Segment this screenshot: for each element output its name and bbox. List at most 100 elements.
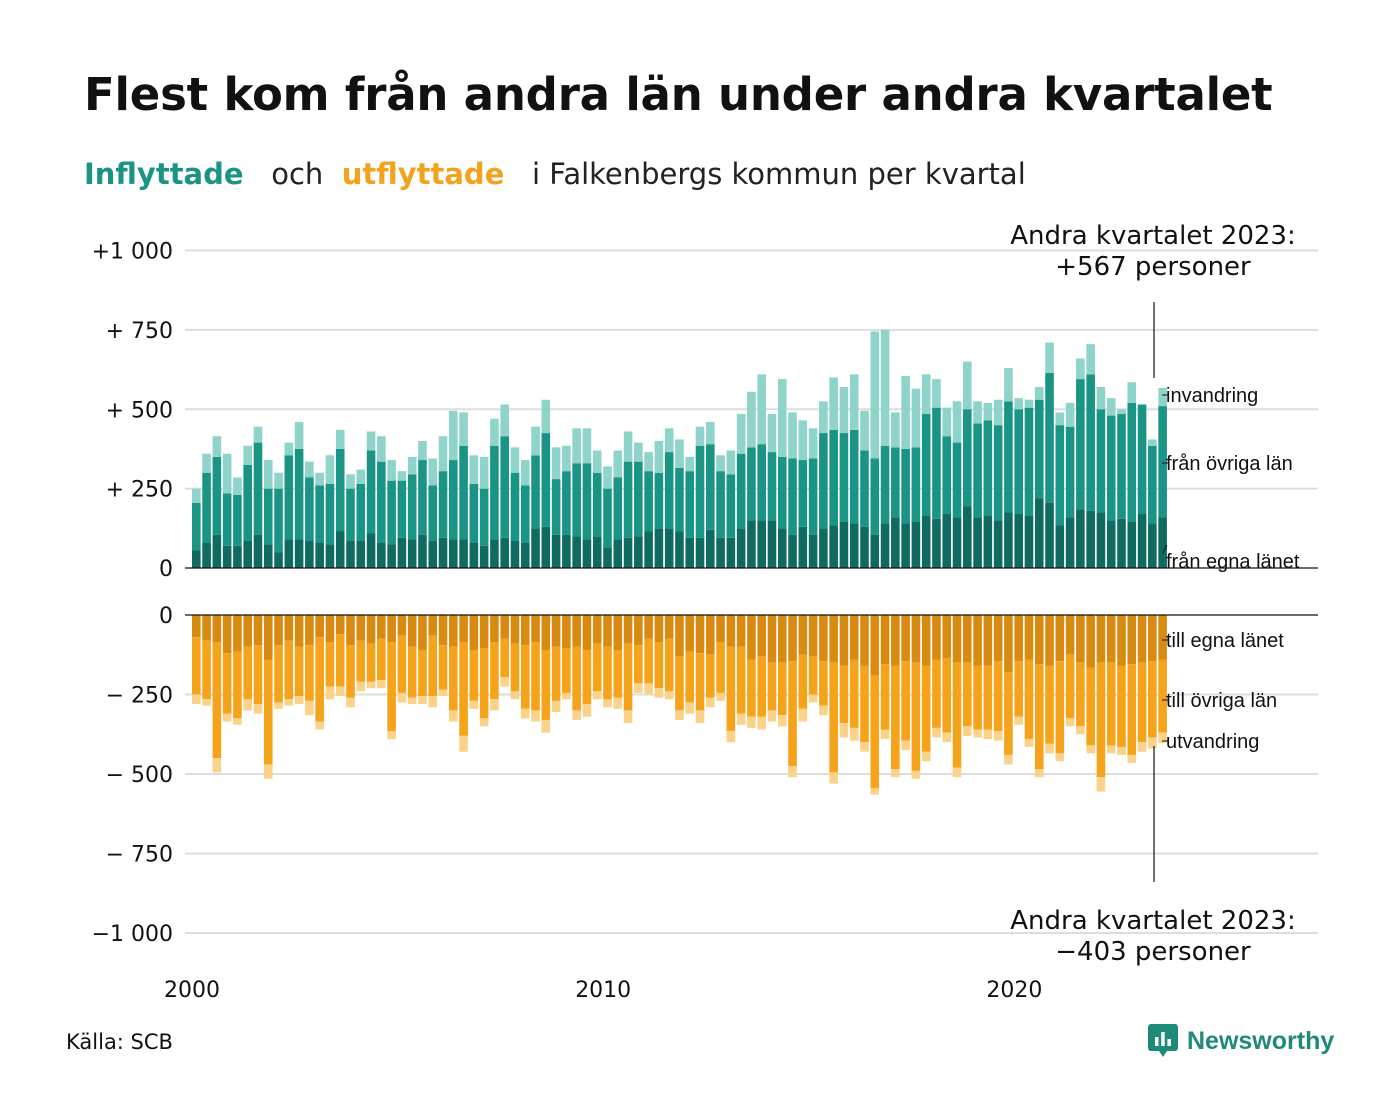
bar-in-invandring — [541, 399, 551, 434]
bar-in-egna — [1045, 502, 1054, 568]
bar-in-invandring — [212, 436, 222, 457]
newsworthy-chart-bubble-icon — [1148, 1024, 1178, 1057]
subtitle-och: och — [271, 157, 324, 191]
bar-out-utvandring — [603, 699, 612, 708]
bar-out-utvandring — [634, 683, 643, 693]
bar-out-ovriga — [777, 662, 787, 716]
bar-in-invandring — [520, 460, 530, 486]
bar-out-utvandring — [675, 710, 684, 720]
bar-in-egna — [325, 544, 335, 568]
bar-out-ovriga — [1065, 654, 1075, 719]
bar-in-invandring — [510, 447, 520, 473]
bar-in-ovriga — [808, 458, 818, 535]
bar-in-invandring — [664, 428, 674, 453]
bar-out-egna — [531, 615, 540, 643]
bar-out-ovriga — [1086, 667, 1095, 746]
bar-out-egna — [849, 615, 859, 660]
bar-in-egna — [387, 544, 396, 568]
newsworthy-logo[interactable]: Newsworthy — [1148, 1024, 1334, 1058]
bar-out-utvandring — [664, 691, 674, 700]
bar-in-invandring — [582, 428, 592, 464]
bar-out-utvandring — [1055, 753, 1065, 762]
bar-in-invandring — [1004, 367, 1013, 402]
bar-out-utvandring — [1076, 726, 1085, 735]
bar-out-egna — [777, 615, 787, 663]
bar-out-ovriga — [870, 675, 880, 789]
bar-in-ovriga — [222, 493, 232, 546]
bar-in-ovriga — [428, 485, 438, 542]
bar-out-egna — [1076, 615, 1085, 663]
bar-out-utvandring — [418, 696, 427, 705]
bar-out-egna — [294, 615, 304, 647]
bar-in-egna — [284, 539, 294, 568]
bar-out-egna — [1004, 615, 1013, 673]
bar-out-ovriga — [1148, 661, 1157, 738]
bar-in-invandring — [880, 329, 890, 446]
bar-out-ovriga — [592, 643, 602, 692]
bar-out-utvandring — [1004, 754, 1013, 765]
bar-out-egna — [202, 615, 211, 641]
bar-in-ovriga — [243, 464, 252, 542]
bar-in-ovriga — [284, 455, 294, 540]
bar-in-ovriga — [880, 445, 890, 524]
bar-in-invandring — [479, 456, 489, 489]
bar-out-ovriga — [582, 649, 592, 705]
bar-in-egna — [1137, 514, 1147, 568]
bar-in-invandring — [808, 428, 818, 459]
bar-out-ovriga — [407, 646, 417, 698]
bar-out-ovriga — [305, 645, 314, 701]
bar-out-egna — [243, 615, 252, 647]
bar-out-egna — [1127, 615, 1137, 665]
bar-out-egna — [634, 615, 643, 646]
bar-out-egna — [274, 615, 283, 646]
bar-out-utvandring — [891, 769, 900, 778]
bar-in-invandring — [706, 421, 715, 445]
bar-in-egna — [613, 539, 623, 568]
bar-out-egna — [603, 615, 612, 647]
bar-out-egna — [253, 615, 263, 646]
bar-in-ovriga — [777, 456, 787, 529]
bar-in-egna — [1024, 515, 1034, 568]
bar-out-egna — [192, 615, 201, 638]
bar-in-ovriga — [901, 448, 910, 524]
bar-out-ovriga — [613, 649, 623, 698]
bar-in-egna — [459, 539, 468, 568]
bar-out-egna — [305, 615, 314, 646]
bar-in-invandring — [963, 361, 972, 410]
bar-in-egna — [1065, 517, 1075, 568]
bar-out-utvandring — [387, 731, 396, 740]
outflow-bars — [192, 615, 1167, 795]
bar-out-ovriga — [356, 640, 366, 682]
bar-out-egna — [1106, 615, 1116, 663]
bar-in-ovriga — [510, 472, 520, 542]
bar-out-egna — [757, 615, 766, 657]
bar-in-egna — [1086, 510, 1095, 568]
bar-out-ovriga — [1096, 662, 1106, 778]
bar-out-ovriga — [1137, 662, 1147, 743]
bar-in-egna — [233, 545, 242, 568]
bar-out-utvandring — [459, 735, 468, 752]
chart-subtitle: Inflyttade och utflyttade i Falkenbergs … — [84, 157, 1026, 191]
bar-in-egna — [1055, 525, 1065, 568]
bar-out-utvandring — [1065, 718, 1075, 727]
bar-out-utvandring — [305, 700, 314, 716]
bar-in-ovriga — [952, 442, 962, 518]
bar-in-invandring — [870, 331, 880, 459]
bar-in-ovriga — [1004, 401, 1013, 513]
bar-in-egna — [942, 514, 952, 568]
bar-out-utvandring — [1137, 742, 1147, 752]
segment-label-in: invandring — [1166, 385, 1258, 407]
bar-out-ovriga — [983, 665, 993, 730]
bar-in-invandring — [1106, 398, 1116, 416]
bar-in-egna — [1117, 518, 1126, 568]
bottom-annotation-line1: Andra kvartalet 2023: — [1010, 906, 1295, 936]
bar-in-ovriga — [490, 445, 499, 540]
bar-in-ovriga — [449, 460, 458, 540]
bar-out-egna — [1117, 615, 1126, 666]
bar-out-ovriga — [942, 657, 952, 733]
bar-out-egna — [582, 615, 592, 650]
bar-out-egna — [1024, 615, 1034, 660]
bar-in-ovriga — [993, 425, 1003, 521]
bar-out-egna — [572, 615, 581, 647]
bar-out-egna — [551, 615, 561, 647]
